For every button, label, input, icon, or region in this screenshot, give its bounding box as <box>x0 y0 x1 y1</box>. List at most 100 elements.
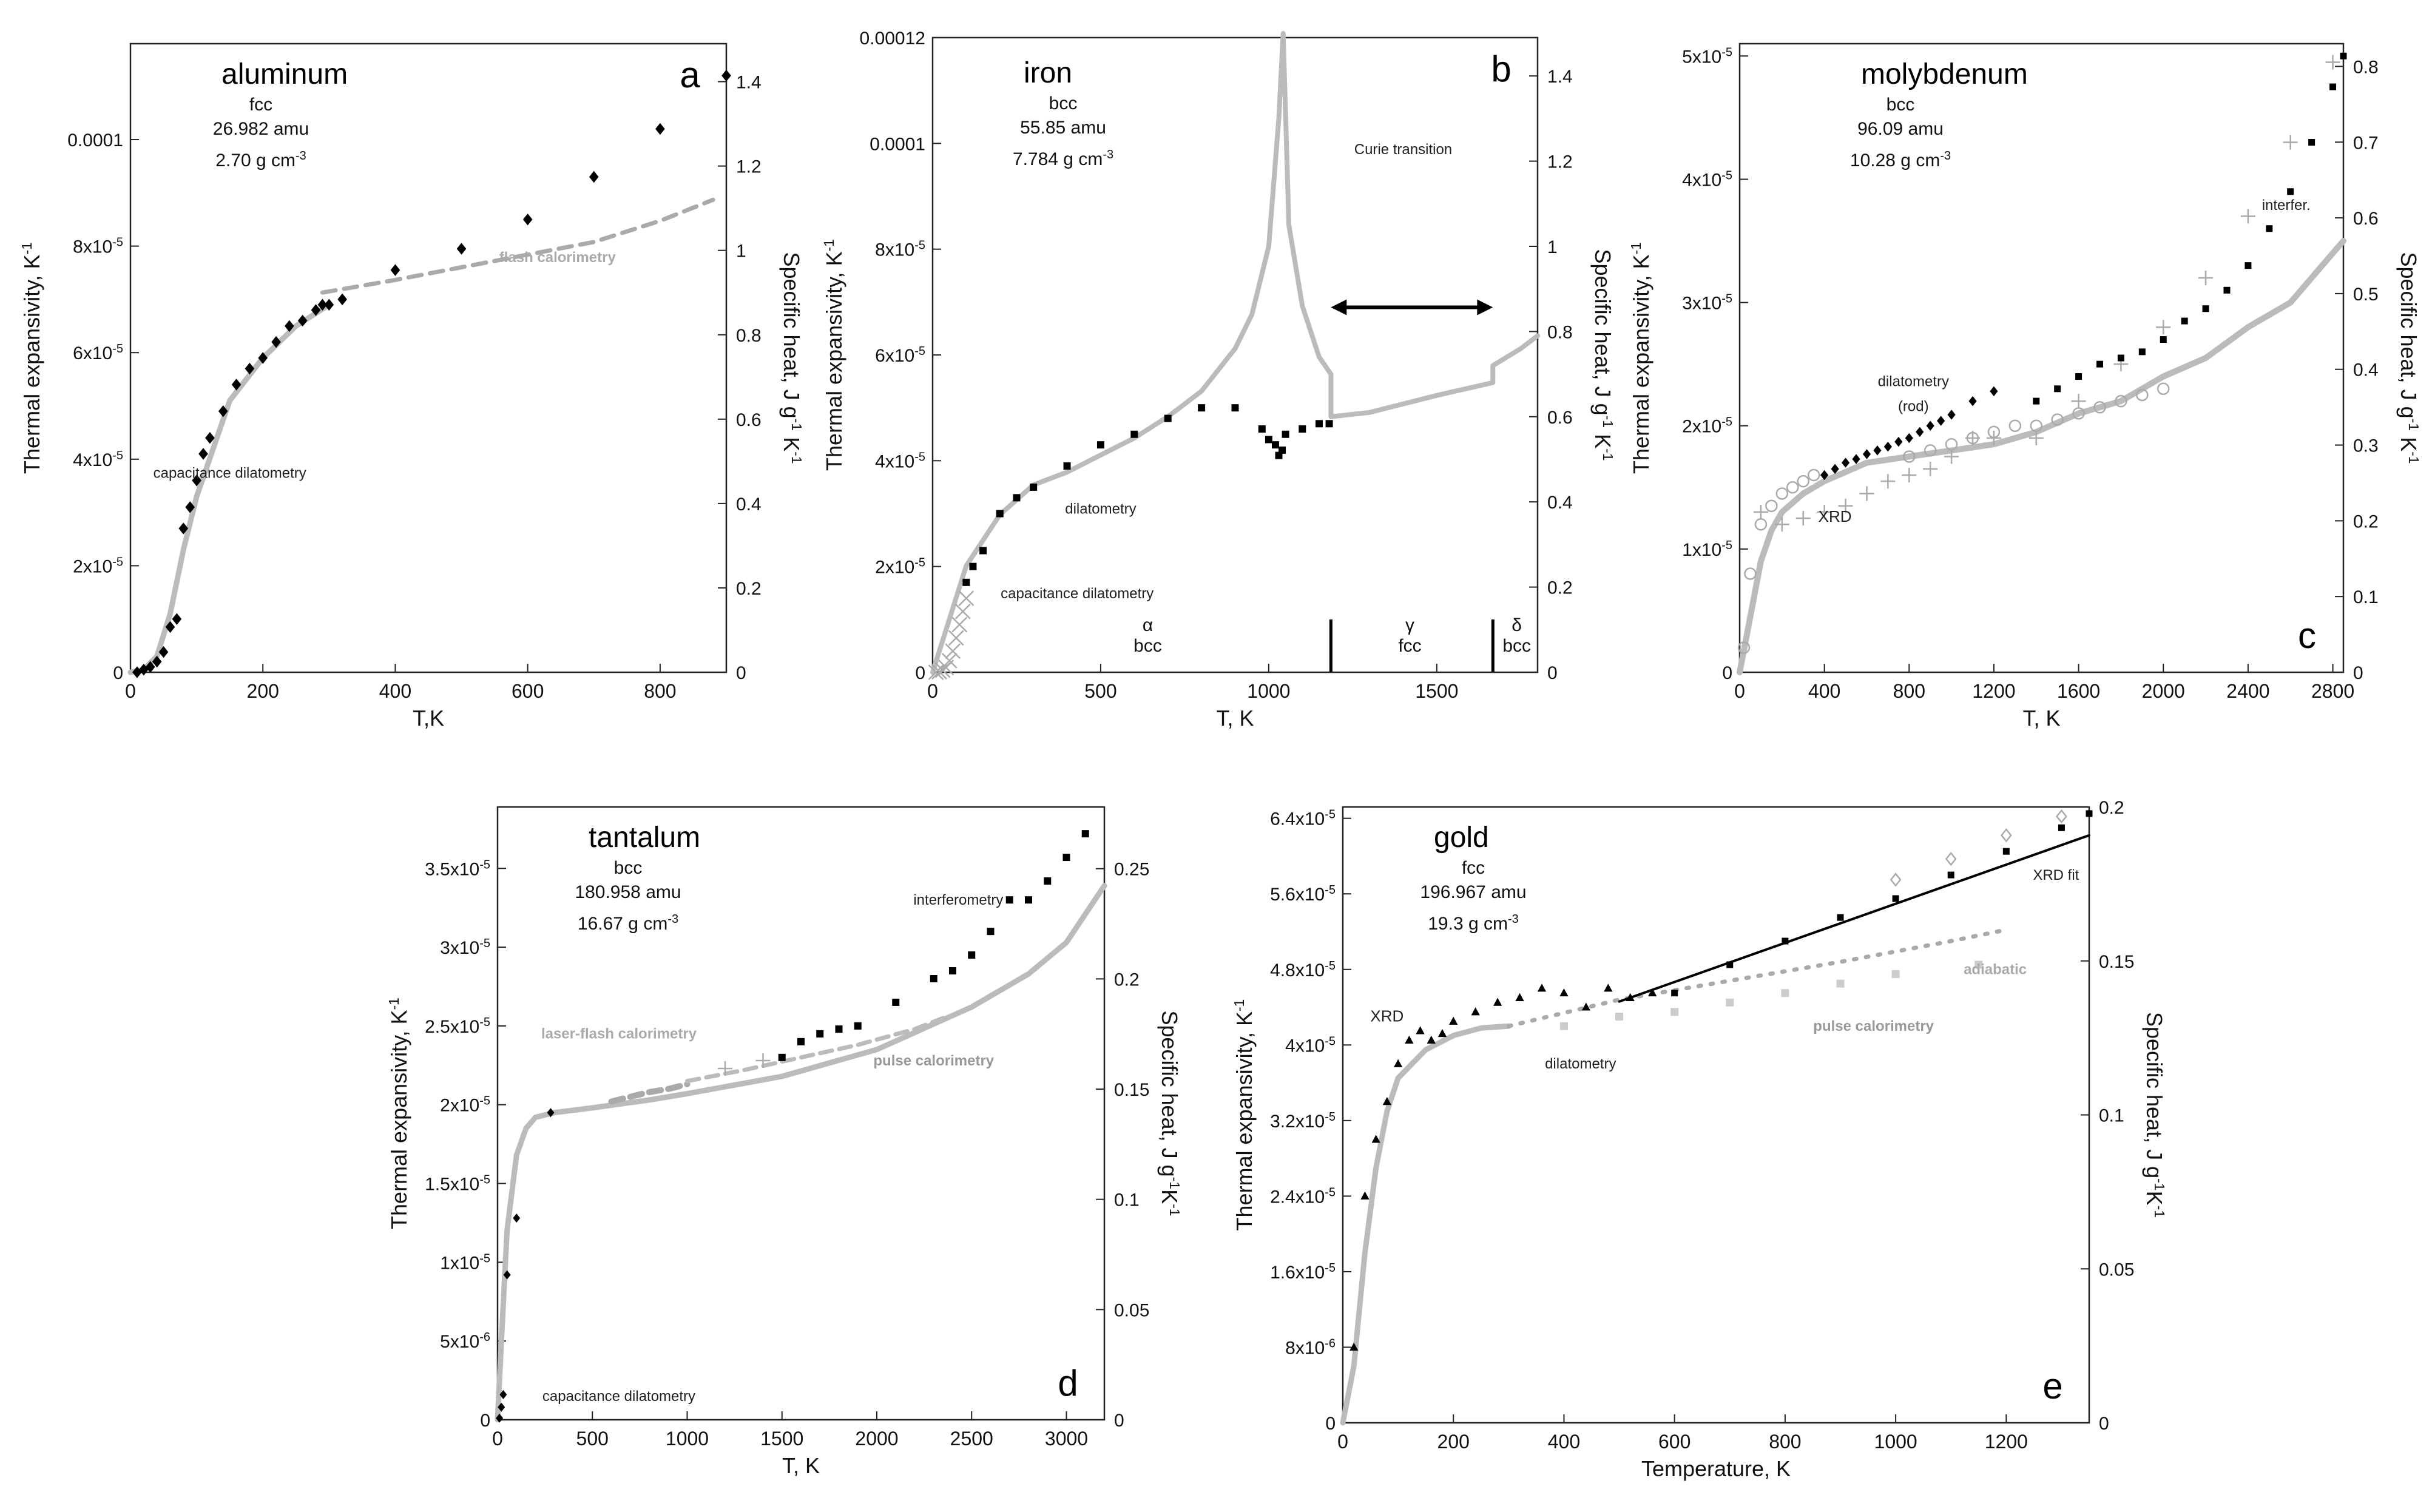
y-tick-label-part-0: 4x10 <box>1285 1036 1325 1056</box>
y-axis-label-part-0: Thermal expansivity, K <box>822 251 846 470</box>
data-point <box>2056 809 2067 824</box>
data-point <box>1926 420 1934 431</box>
phase-greek-label: δ <box>1512 615 1522 635</box>
y-tick-label-part-1: -5 <box>479 1095 490 1108</box>
y-tick-label-part-1: -5 <box>914 450 925 464</box>
y-tick-label: 2.4x10-5 <box>1270 1186 1336 1207</box>
data-point <box>1063 462 1071 470</box>
data-point <box>1797 474 1809 488</box>
x-tick-label: 0 <box>927 680 938 702</box>
series-dilatometry <box>962 404 1333 586</box>
phase-structure-label: bcc <box>1502 636 1531 656</box>
data-point <box>2054 385 2061 393</box>
crystal-structure: fcc <box>1462 858 1485 878</box>
y-tick-label-part-1: -5 <box>1721 416 1732 429</box>
y-tick-label: 4x10-5 <box>73 449 123 470</box>
y2-tick-label: 1.4 <box>1547 67 1573 87</box>
data-point <box>324 299 334 311</box>
data-point <box>456 243 467 255</box>
y-axis-label-part-1: -1 <box>1231 999 1247 1011</box>
data-point <box>1130 430 1138 438</box>
x-tick-label: 500 <box>1084 680 1116 702</box>
annotation-label: dilatometry <box>1065 501 1136 518</box>
y2-tick-label: 0.4 <box>1547 493 1573 513</box>
y2-tick-label: 1 <box>1547 237 1558 257</box>
y2-tick-label: 0 <box>1547 663 1558 683</box>
y-tick-label-part-1: -5 <box>1325 808 1336 822</box>
density-label-part-0: 16.67 g cm <box>578 914 667 934</box>
data-point <box>1974 960 1983 969</box>
series-interfer- <box>2033 52 2347 405</box>
series-laser-flash-calorimetry <box>608 1081 691 1105</box>
data-point <box>139 663 149 676</box>
y-axis-label: Thermal expansivity, K-1 <box>386 997 411 1229</box>
panel-letter: c <box>2298 615 2316 656</box>
y-tick-label-part-0: 5.6x10 <box>1270 885 1325 905</box>
series-specific-heat <box>930 31 1540 675</box>
annotation-label: laser-flash calorimetry <box>541 1026 697 1042</box>
data-point <box>945 643 961 660</box>
data-point <box>2058 824 2065 831</box>
data-point <box>979 547 987 555</box>
series-line <box>930 31 1540 675</box>
x-tick-label: 1000 <box>666 1428 709 1450</box>
y2-tick-label: 0.15 <box>2099 952 2134 972</box>
y2-axis-label-part-0: Specific heat, J g <box>1590 249 1615 415</box>
data-point <box>2093 401 2106 414</box>
annotation-label: flash calorimetry <box>499 249 616 266</box>
y-tick-label: 3x10-5 <box>1682 292 1732 314</box>
series-line <box>1340 1023 1512 1426</box>
y-tick-label: 3.2x10-5 <box>1270 1110 1336 1132</box>
annotation-label: interfer. <box>2262 197 2311 214</box>
y-tick-label-part-1: -6 <box>1325 1337 1336 1350</box>
data-point <box>1615 1013 1624 1021</box>
data-point <box>1782 937 1789 945</box>
data-point <box>2198 270 2214 285</box>
series-flash-calorimetry <box>320 197 715 295</box>
atomic-mass: 96.09 amu <box>1857 119 1944 139</box>
data-point <box>1903 450 1916 463</box>
data-point <box>1427 1035 1436 1044</box>
density-label-part-1: -3 <box>296 149 306 163</box>
data-point <box>2008 419 2022 432</box>
data-point <box>1947 871 1954 879</box>
x-tick-label: 1000 <box>1874 1431 1917 1453</box>
data-point <box>1765 499 1778 513</box>
y-tick-label: 2x10-5 <box>73 555 123 576</box>
y-tick-label: 2.5x10-5 <box>425 1016 490 1037</box>
data-point <box>1325 420 1333 428</box>
y2-axis-label-part-2: K <box>779 431 804 451</box>
data-point <box>390 264 400 276</box>
series-plus-markers <box>718 1053 771 1076</box>
y2-axis-label-part-1: -1 <box>1600 416 1616 428</box>
data-point <box>1382 1097 1392 1105</box>
x-tick-label: 2400 <box>2226 680 2269 702</box>
panel-e: 0 200 400 600 800 1000 120008x10-61.6x10-52.4x… <box>1231 798 2167 1481</box>
data-point <box>1836 979 1845 988</box>
y2-tick-label: 0 <box>1114 1411 1124 1431</box>
y-tick-label-part-1: -5 <box>1721 292 1732 306</box>
y-axis-label-part-1: -1 <box>821 239 837 251</box>
y-tick-label-part-0: 0 <box>1722 663 1732 683</box>
data-point <box>718 1061 732 1076</box>
series-specific-heat <box>1737 238 2346 675</box>
panel-c: 0 400 800 1200 1600 2000 2400 280001x10-52x10-5… <box>1628 42 2422 731</box>
data-point <box>1966 431 1979 445</box>
data-point <box>2160 336 2167 343</box>
data-point <box>2028 431 2044 446</box>
y-tick-label-part-1: -5 <box>112 555 123 569</box>
data-point <box>1831 464 1839 474</box>
series-open-circles <box>1737 382 2170 654</box>
data-point <box>2000 828 2012 843</box>
data-point <box>2308 139 2315 146</box>
y2-tick-label: 0.2 <box>1547 578 1573 598</box>
y2-tick-label: 0.1 <box>2099 1106 2124 1126</box>
y-tick-label-part-1: -5 <box>479 858 490 871</box>
x-tick-label: 0 <box>1337 1431 1348 1453</box>
series-specific-heat <box>495 883 1107 1423</box>
series-dilatometry-rod- <box>1820 386 1998 481</box>
y2-tick-label: 0 <box>2353 663 2363 683</box>
data-point <box>1537 984 1547 992</box>
data-point <box>1786 481 1799 494</box>
data-point <box>1062 854 1070 862</box>
